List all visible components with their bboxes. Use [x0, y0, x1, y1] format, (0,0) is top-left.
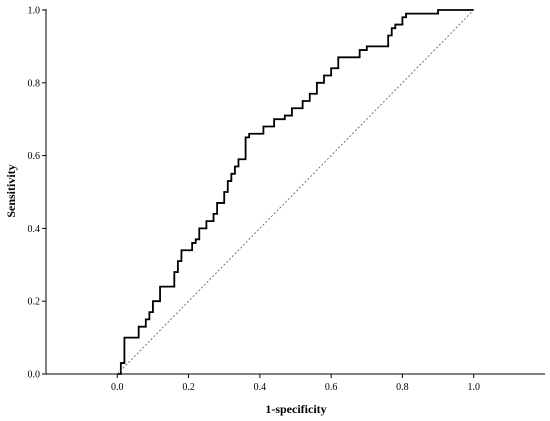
- y-tick-label: 0.0: [28, 370, 41, 381]
- x-tick-label: 0.6: [325, 382, 338, 393]
- x-tick-label: 0.2: [182, 382, 195, 393]
- y-axis-label: Sensitivity: [4, 164, 18, 217]
- x-tick-label: 0.8: [396, 382, 409, 393]
- y-axis-ticks: 0.0 0.2 0.4 0.6 0.8 1.0: [28, 6, 46, 381]
- x-tick-label: 0.4: [254, 382, 267, 393]
- y-tick-label: 0.4: [28, 224, 41, 235]
- x-axis-label: 1-specificity: [265, 402, 326, 416]
- plot-frame: [45, 9, 545, 375]
- x-axis-ticks: 0.0 0.2 0.4 0.6 0.8 1.0: [111, 374, 480, 393]
- y-tick-label: 0.8: [28, 78, 41, 89]
- x-tick-label: 1.0: [467, 382, 480, 393]
- series-layer: [116, 9, 475, 375]
- x-tick-label: 0.0: [111, 382, 124, 393]
- y-tick-label: 1.0: [28, 6, 41, 17]
- reference-diagonal-line: [116, 9, 475, 375]
- roc-curve-line: [117, 9, 474, 375]
- y-tick-label: 0.2: [28, 297, 41, 308]
- y-tick-label: 0.6: [28, 151, 41, 162]
